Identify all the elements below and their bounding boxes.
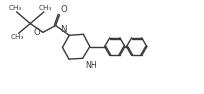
Text: NH: NH xyxy=(84,61,96,70)
Text: CH₃: CH₃ xyxy=(38,5,51,11)
Text: O: O xyxy=(61,5,67,14)
Text: O: O xyxy=(33,28,40,37)
Text: N: N xyxy=(60,25,67,34)
Text: CH₃: CH₃ xyxy=(9,5,22,11)
Text: CH₃: CH₃ xyxy=(10,34,23,40)
